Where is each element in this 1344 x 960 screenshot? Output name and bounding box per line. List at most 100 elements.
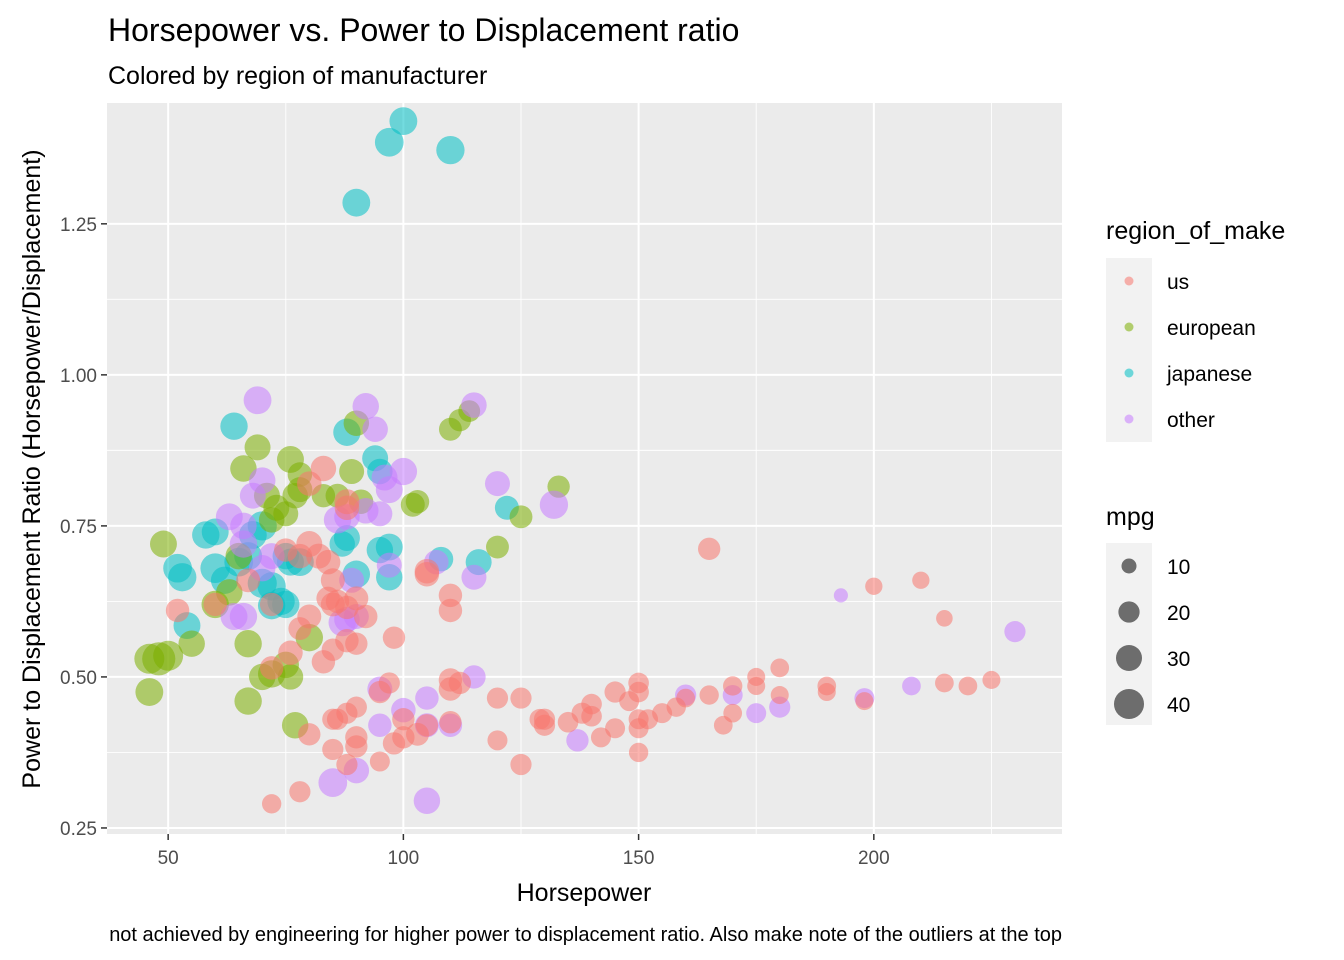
- data-point-us: [322, 738, 344, 761]
- y-tick-label: 1.25: [60, 215, 97, 236]
- data-point-other: [461, 564, 487, 590]
- minor-gridlines: [107, 103, 1062, 834]
- chart-subtitle: Colored by region of manufacturer: [108, 62, 487, 90]
- data-point-japanese: [342, 188, 371, 217]
- data-point-other: [371, 464, 398, 491]
- size-legend-key: [1121, 558, 1137, 574]
- data-point-us: [345, 735, 368, 758]
- data-point-japanese: [220, 412, 248, 440]
- data-point-european: [244, 434, 271, 461]
- data-point-us: [936, 610, 953, 627]
- data-point-us: [723, 703, 743, 723]
- data-point-us: [259, 592, 284, 617]
- data-point-us: [770, 658, 790, 678]
- data-point-us: [322, 708, 344, 730]
- data-point-us: [628, 681, 649, 703]
- legend-label-european: european: [1167, 317, 1256, 340]
- chart-caption: not achieved by engineering for higher p…: [109, 924, 1062, 946]
- data-point-us: [487, 730, 508, 751]
- chart-title: Horsepower vs. Power to Displacement rat…: [108, 12, 739, 48]
- y-axis-ticks: 0.25 0.50 0.75 1.00 1.25: [60, 215, 107, 840]
- x-tick-label: 50: [158, 848, 179, 869]
- data-point-japanese: [168, 563, 197, 592]
- data-point-european: [234, 687, 262, 715]
- data-point-us: [382, 732, 406, 755]
- data-point-other: [461, 392, 487, 418]
- data-point-us: [699, 685, 719, 705]
- data-point-us: [334, 495, 360, 521]
- data-point-european: [153, 640, 184, 671]
- data-point-other: [220, 603, 248, 630]
- data-point-european: [486, 535, 509, 559]
- size-legend-label: 10: [1167, 556, 1190, 579]
- data-point-us: [486, 687, 509, 709]
- data-point-other: [229, 530, 258, 558]
- data-point-us: [414, 558, 440, 584]
- data-point-european: [135, 678, 164, 706]
- data-point-us: [438, 598, 463, 623]
- data-point-other: [352, 393, 379, 420]
- data-point-other: [902, 676, 921, 696]
- data-point-european: [234, 630, 262, 658]
- data-point-japanese: [329, 531, 355, 557]
- data-point-us: [297, 471, 322, 496]
- data-point-other: [362, 416, 388, 442]
- data-point-us: [855, 692, 874, 711]
- size-legend-title: mpg: [1106, 503, 1155, 531]
- data-point-us: [723, 676, 743, 696]
- data-point-us: [315, 549, 341, 575]
- data-point-us: [368, 680, 392, 704]
- data-point-us: [278, 640, 303, 666]
- data-point-japanese: [375, 533, 403, 561]
- y-tick-label: 1.00: [60, 366, 97, 387]
- data-point-other: [833, 588, 848, 603]
- data-point-us: [415, 714, 439, 737]
- data-point-us: [982, 670, 1001, 689]
- data-point-japanese: [389, 107, 418, 136]
- data-points: [134, 107, 1026, 815]
- y-tick-label: 0.50: [60, 668, 97, 689]
- data-point-us: [288, 617, 312, 641]
- size-legend-label: 40: [1167, 694, 1190, 717]
- data-point-other: [484, 471, 510, 497]
- size-legend-key: [1115, 644, 1143, 672]
- data-point-european: [277, 664, 304, 690]
- data-point-us: [439, 711, 462, 734]
- data-point-other: [239, 482, 266, 509]
- data-point-us: [203, 592, 227, 617]
- x-axis-title: Horsepower: [517, 879, 652, 907]
- y-tick-label: 0.75: [60, 517, 97, 538]
- data-point-us: [259, 656, 284, 680]
- data-point-us: [392, 708, 415, 731]
- data-point-us: [320, 568, 345, 593]
- data-point-us: [697, 537, 721, 561]
- data-point-us: [865, 577, 883, 595]
- x-tick-label: 200: [858, 848, 890, 869]
- data-point-us: [581, 705, 602, 727]
- data-point-other: [539, 490, 569, 519]
- legend-key-japanese: [1124, 368, 1134, 378]
- data-point-european: [509, 505, 533, 529]
- data-point-us: [529, 708, 551, 730]
- size-legend-label: 20: [1167, 602, 1190, 625]
- legend-key-european: [1124, 322, 1134, 332]
- data-point-us: [510, 687, 532, 709]
- data-point-us: [369, 751, 390, 772]
- data-point-us: [935, 673, 954, 693]
- data-point-other: [415, 686, 439, 710]
- data-point-other: [318, 768, 348, 798]
- data-point-us: [336, 753, 358, 776]
- data-point-european: [230, 455, 257, 482]
- y-tick-label: 0.25: [60, 819, 97, 840]
- size-legend: 10 20 30 40: [1113, 556, 1190, 720]
- data-point-us: [628, 742, 649, 763]
- size-legend-label: 30: [1167, 648, 1190, 671]
- data-point-us: [236, 568, 261, 593]
- color-legend-title: region_of_make: [1106, 217, 1285, 245]
- data-point-european: [263, 494, 290, 521]
- data-point-other: [413, 787, 441, 815]
- data-point-us: [354, 604, 378, 629]
- data-point-us: [958, 676, 978, 696]
- size-legend-key: [1113, 688, 1145, 720]
